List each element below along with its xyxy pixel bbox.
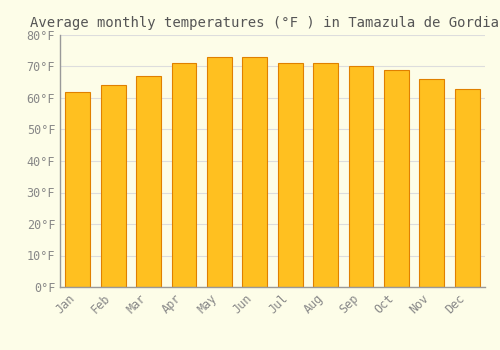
Bar (420, 79, 444, 287)
Bar (66, 92, 90, 287)
Bar (313, 63, 338, 287)
Bar (100, 85, 126, 287)
Bar (207, 57, 232, 287)
Title: Average monthly temperatures (°F ) in Tamazula de Gordiano: Average monthly temperatures (°F ) in Ta… (30, 16, 500, 30)
Bar (242, 57, 267, 287)
Bar (455, 89, 479, 287)
Bar (278, 63, 302, 287)
Bar (348, 66, 374, 287)
Bar (172, 63, 196, 287)
Bar (384, 70, 409, 287)
Bar (136, 76, 161, 287)
